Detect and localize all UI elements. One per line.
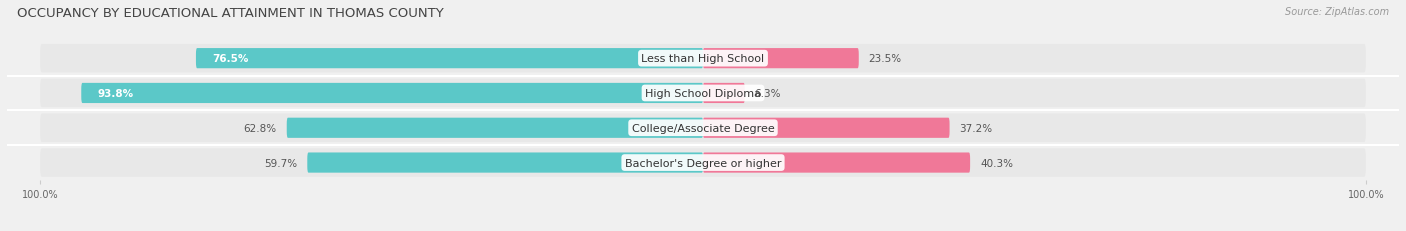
- FancyBboxPatch shape: [703, 153, 970, 173]
- Text: 76.5%: 76.5%: [212, 54, 249, 64]
- Text: 62.8%: 62.8%: [243, 123, 277, 133]
- FancyBboxPatch shape: [703, 84, 745, 103]
- FancyBboxPatch shape: [82, 84, 703, 103]
- FancyBboxPatch shape: [703, 118, 949, 138]
- Text: OCCUPANCY BY EDUCATIONAL ATTAINMENT IN THOMAS COUNTY: OCCUPANCY BY EDUCATIONAL ATTAINMENT IN T…: [17, 7, 444, 20]
- FancyBboxPatch shape: [308, 153, 703, 173]
- FancyBboxPatch shape: [41, 114, 1365, 142]
- Text: Less than High School: Less than High School: [641, 54, 765, 64]
- Text: College/Associate Degree: College/Associate Degree: [631, 123, 775, 133]
- Text: 23.5%: 23.5%: [869, 54, 901, 64]
- FancyBboxPatch shape: [287, 118, 703, 138]
- FancyBboxPatch shape: [195, 49, 703, 69]
- Text: 6.3%: 6.3%: [755, 88, 782, 99]
- Text: Bachelor's Degree or higher: Bachelor's Degree or higher: [624, 158, 782, 168]
- Text: 37.2%: 37.2%: [959, 123, 993, 133]
- Text: 93.8%: 93.8%: [98, 88, 134, 99]
- Text: Source: ZipAtlas.com: Source: ZipAtlas.com: [1285, 7, 1389, 17]
- FancyBboxPatch shape: [41, 45, 1365, 73]
- Text: 40.3%: 40.3%: [980, 158, 1014, 168]
- Text: 59.7%: 59.7%: [264, 158, 297, 168]
- FancyBboxPatch shape: [41, 79, 1365, 108]
- Text: High School Diploma: High School Diploma: [645, 88, 761, 99]
- FancyBboxPatch shape: [41, 149, 1365, 177]
- FancyBboxPatch shape: [703, 49, 859, 69]
